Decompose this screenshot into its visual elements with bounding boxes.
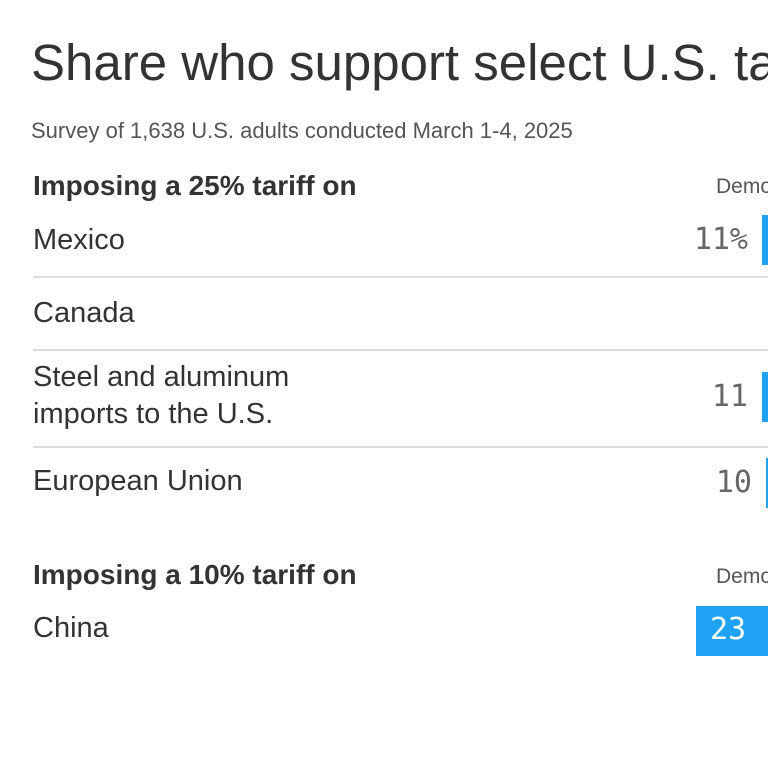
bar-china [696, 606, 768, 656]
section-header-10-percent: Imposing a 10% tariff on [33, 559, 357, 590]
value-label-mexico: 11% [693, 222, 748, 257]
row-label-steel-line-2: imports to the U.S. [33, 398, 274, 430]
row-label-mexico: Mexico [33, 224, 125, 256]
chart-title: Share who support select U.S. tariffs [31, 34, 768, 91]
bar-european-union [766, 458, 768, 508]
column-header-democrats: Democrats [716, 565, 768, 588]
row-label-steel-line-1: Steel and aluminum [33, 361, 290, 393]
bar-mexico [762, 215, 768, 265]
value-label-china: 23 [710, 612, 747, 647]
row-label-canada: Canada [33, 297, 135, 329]
value-label-european-union: 10 [715, 465, 752, 500]
row-divider [33, 276, 768, 278]
bar-steel [762, 372, 768, 422]
section-header-25-percent: Imposing a 25% tariff on [33, 170, 357, 201]
chart-subtitle: Survey of 1,638 U.S. adults conducted Ma… [31, 118, 573, 143]
row-label-european-union: European Union [33, 465, 243, 497]
column-header-democrats: Democrats [716, 175, 768, 198]
value-label-steel: 11 [711, 379, 748, 414]
row-label-china: China [33, 612, 109, 644]
row-divider [33, 349, 768, 351]
row-divider [33, 446, 768, 448]
